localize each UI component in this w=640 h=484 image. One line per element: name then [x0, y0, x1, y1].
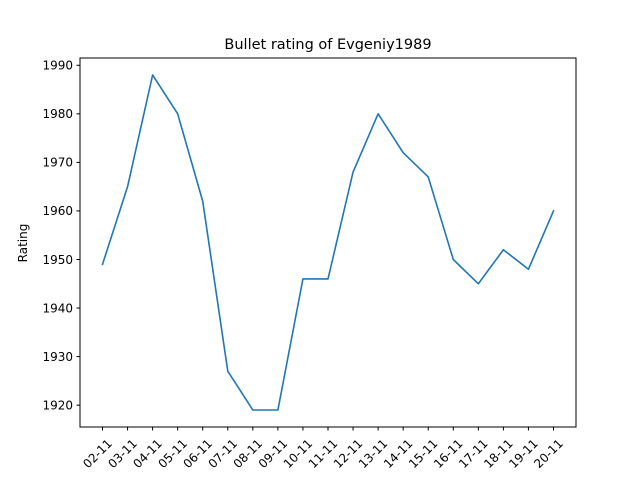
x-axis: 02-1103-1104-1105-1106-1107-1108-1109-11…	[80, 427, 566, 471]
y-tick-label: 1930	[42, 350, 73, 364]
y-tick-label: 1950	[42, 253, 73, 267]
y-tick-label: 1990	[42, 59, 73, 73]
y-axis: 1920 1930 1940 1950 1960 1970 1980 1990	[42, 59, 80, 413]
chart-title: Bullet rating of Evgeniy1989	[224, 37, 431, 53]
series-layer	[102, 75, 553, 410]
y-tick-label: 1980	[42, 107, 73, 121]
plot-area-frame	[80, 58, 576, 427]
x-tick-label: 20-11	[531, 436, 566, 471]
series-line	[103, 75, 554, 410]
y-axis-label: Rating	[16, 224, 30, 263]
y-tick-label: 1960	[42, 204, 73, 218]
y-tick-label: 1920	[42, 398, 73, 412]
y-tick-label: 1940	[42, 301, 73, 315]
y-tick-label: 1970	[42, 156, 73, 170]
